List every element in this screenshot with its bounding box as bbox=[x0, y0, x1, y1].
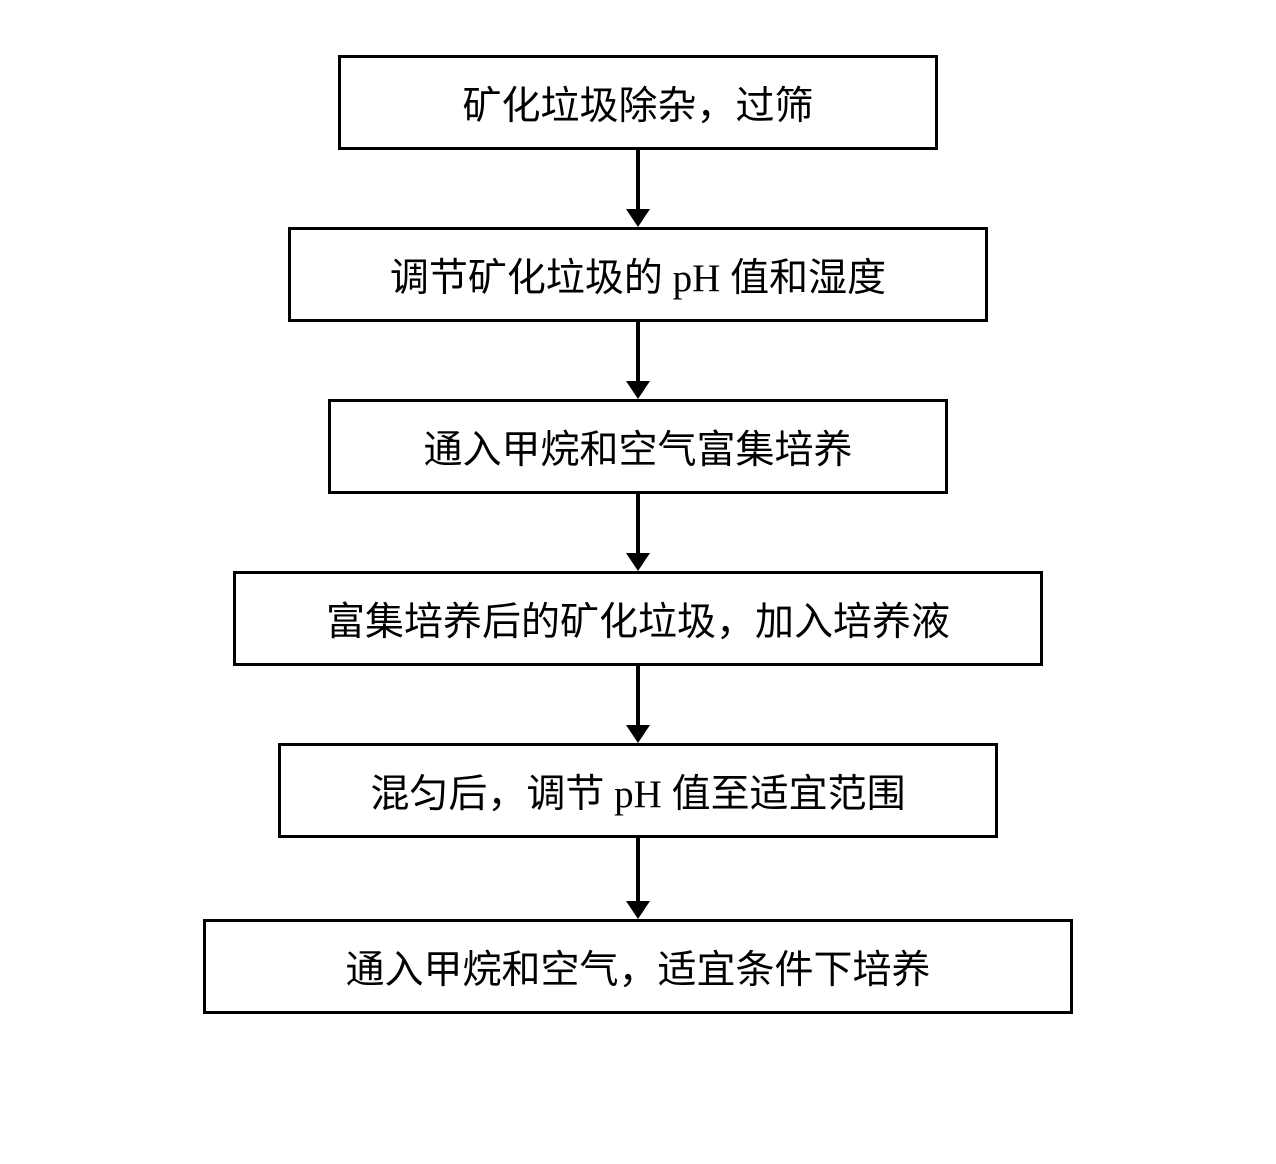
flowchart-step-5: 混匀后，调节 pH 值至适宜范围 bbox=[278, 743, 998, 838]
flowchart-step-4: 富集培养后的矿化垃圾，加入培养液 bbox=[233, 571, 1043, 666]
flowchart-step-1-label: 矿化垃圾除杂，过筛 bbox=[462, 75, 813, 131]
flowchart-step-6-label: 通入甲烷和空气，适宜条件下培养 bbox=[345, 939, 930, 995]
flowchart-container: 矿化垃圾除杂，过筛 调节矿化垃圾的 pH 值和湿度 通入甲烷和空气富集培养 富集… bbox=[188, 55, 1088, 1014]
flowchart-step-3-label: 通入甲烷和空气富集培养 bbox=[423, 419, 852, 475]
arrow-down-icon bbox=[626, 725, 650, 743]
flowchart-arrow-4 bbox=[188, 666, 1088, 743]
arrow-down-icon bbox=[626, 381, 650, 399]
flowchart-step-3: 通入甲烷和空气富集培养 bbox=[328, 399, 948, 494]
flowchart-step-6: 通入甲烷和空气，适宜条件下培养 bbox=[203, 919, 1073, 1014]
flowchart-arrow-5 bbox=[188, 838, 1088, 919]
flowchart-step-4-label: 富集培养后的矿化垃圾，加入培养液 bbox=[326, 591, 950, 647]
flowchart-step-5-label: 混匀后，调节 pH 值至适宜范围 bbox=[370, 763, 905, 819]
arrow-down-icon bbox=[626, 209, 650, 227]
flowchart-step-2: 调节矿化垃圾的 pH 值和湿度 bbox=[288, 227, 988, 322]
flowchart-step-1: 矿化垃圾除杂，过筛 bbox=[338, 55, 938, 150]
arrow-down-icon bbox=[626, 901, 650, 919]
flowchart-step-2-label: 调节矿化垃圾的 pH 值和湿度 bbox=[390, 247, 886, 303]
flowchart-arrow-1 bbox=[188, 150, 1088, 227]
flowchart-arrow-2 bbox=[188, 322, 1088, 399]
flowchart-arrow-3 bbox=[188, 494, 1088, 571]
arrow-down-icon bbox=[626, 553, 650, 571]
